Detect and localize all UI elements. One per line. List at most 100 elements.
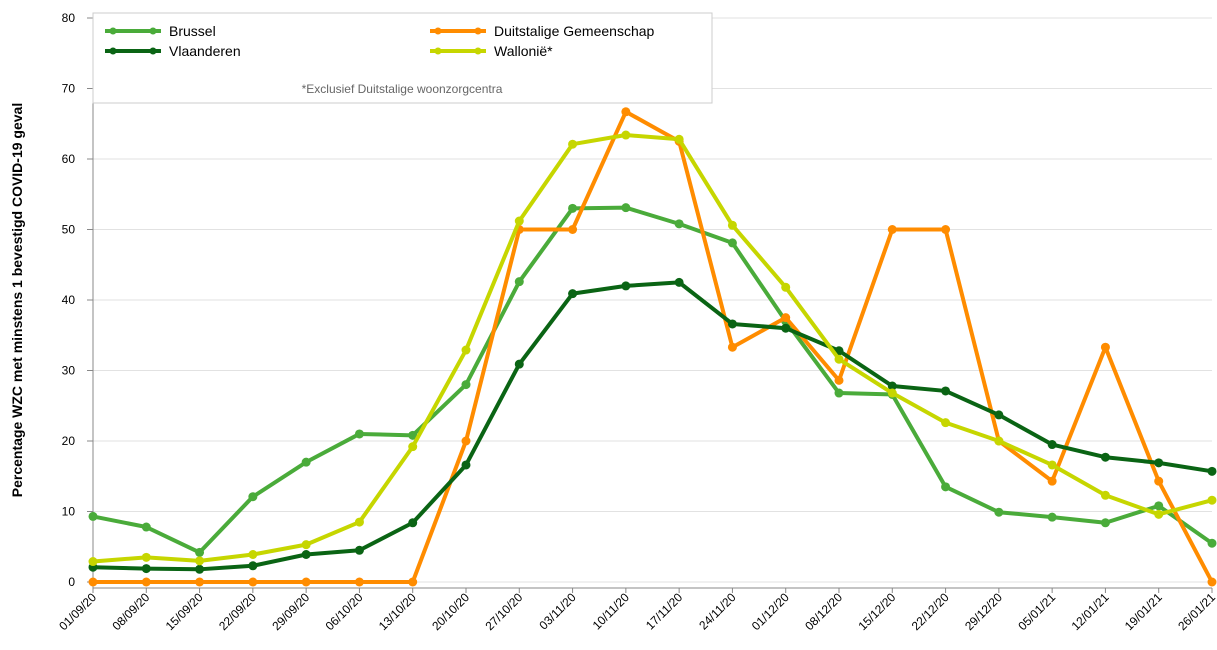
y-tick-label: 10 bbox=[62, 505, 76, 519]
data-point bbox=[141, 577, 151, 587]
data-point bbox=[727, 319, 737, 329]
data-point bbox=[195, 564, 205, 574]
data-point bbox=[301, 550, 311, 560]
legend-marker bbox=[109, 47, 117, 55]
data-point bbox=[941, 482, 951, 492]
data-point bbox=[141, 564, 151, 574]
data-point bbox=[195, 547, 205, 557]
data-point bbox=[1207, 577, 1217, 587]
y-tick-label: 70 bbox=[62, 82, 76, 96]
y-axis-label: Percentage WZC met minstens 1 bevestigd … bbox=[9, 103, 25, 497]
data-point bbox=[408, 577, 418, 587]
data-point bbox=[141, 522, 151, 532]
data-point bbox=[941, 386, 951, 396]
x-tick-label: 13/10/20 bbox=[376, 590, 419, 633]
y-tick-label: 30 bbox=[62, 364, 76, 378]
y-tick-label: 50 bbox=[62, 223, 76, 237]
data-point bbox=[408, 518, 418, 528]
legend-marker bbox=[474, 47, 482, 55]
data-point bbox=[674, 134, 684, 144]
data-point bbox=[1154, 501, 1164, 511]
legend-marker bbox=[109, 27, 117, 35]
data-point bbox=[941, 418, 951, 428]
y-tick-label: 0 bbox=[68, 575, 75, 589]
data-point bbox=[994, 410, 1004, 420]
data-point bbox=[621, 203, 631, 213]
x-tick-label: 15/12/20 bbox=[855, 590, 898, 633]
data-point bbox=[621, 130, 631, 140]
y-tick-label: 60 bbox=[62, 152, 76, 166]
data-point bbox=[1207, 466, 1217, 476]
legend-note: *Exclusief Duitstalige woonzorgcentra bbox=[302, 82, 503, 96]
data-point bbox=[354, 429, 364, 439]
legend-marker bbox=[474, 27, 482, 35]
data-point bbox=[408, 430, 418, 440]
data-point bbox=[248, 492, 258, 502]
legend-box bbox=[92, 12, 713, 104]
data-point bbox=[514, 277, 524, 287]
data-point bbox=[461, 380, 471, 390]
data-point bbox=[941, 225, 951, 234]
x-tick-label: 12/01/21 bbox=[1069, 590, 1112, 633]
x-tick-label: 22/09/20 bbox=[216, 590, 259, 633]
data-point bbox=[727, 342, 737, 352]
x-tick-label: 01/09/20 bbox=[56, 590, 99, 633]
series-line bbox=[92, 280, 1213, 572]
data-point bbox=[727, 220, 737, 230]
data-point bbox=[887, 225, 897, 234]
data-point bbox=[994, 507, 1004, 517]
data-point bbox=[195, 577, 205, 587]
data-point bbox=[514, 216, 524, 226]
data-point bbox=[834, 375, 844, 385]
data-point bbox=[1047, 512, 1057, 522]
x-tick-label: 20/10/20 bbox=[429, 590, 472, 633]
data-point bbox=[568, 225, 578, 234]
x-tick-label: 26/01/21 bbox=[1175, 590, 1217, 633]
data-point bbox=[1100, 490, 1110, 500]
data-point bbox=[568, 139, 578, 149]
data-point bbox=[887, 381, 897, 391]
data-point bbox=[248, 577, 258, 587]
data-point bbox=[248, 561, 258, 571]
y-tick-label: 80 bbox=[62, 11, 76, 25]
data-point bbox=[88, 577, 98, 587]
data-point bbox=[248, 550, 258, 560]
data-point bbox=[568, 203, 578, 213]
data-point bbox=[781, 282, 791, 292]
legend-marker bbox=[434, 27, 442, 35]
data-point bbox=[674, 277, 684, 287]
series-line bbox=[92, 205, 1214, 555]
x-tick-label: 29/09/20 bbox=[269, 590, 312, 633]
data-point bbox=[834, 388, 844, 398]
legend-label: Vlaanderen bbox=[169, 43, 241, 59]
data-point bbox=[994, 436, 1004, 446]
x-tick-label: 08/09/20 bbox=[109, 590, 152, 633]
data-point bbox=[195, 556, 205, 566]
data-point bbox=[461, 436, 471, 446]
data-point bbox=[408, 442, 418, 452]
legend-label: Wallonië* bbox=[494, 43, 553, 59]
data-point bbox=[301, 577, 311, 587]
data-point bbox=[674, 219, 684, 229]
y-tick-label: 20 bbox=[62, 434, 76, 448]
data-point bbox=[1100, 452, 1110, 462]
x-tick-label: 19/01/21 bbox=[1122, 590, 1165, 633]
x-tick-label: 05/01/21 bbox=[1015, 590, 1058, 633]
x-tick-label: 03/11/20 bbox=[536, 590, 579, 633]
x-tick-label: 15/09/20 bbox=[163, 590, 206, 633]
legend-label: Brussel bbox=[169, 23, 216, 39]
series-line bbox=[93, 109, 1214, 584]
x-tick-label: 10/11/20 bbox=[590, 590, 633, 633]
data-point bbox=[887, 388, 897, 398]
legend-marker bbox=[149, 47, 157, 55]
data-point bbox=[621, 107, 631, 117]
data-point bbox=[1047, 460, 1057, 470]
y-tick-label: 40 bbox=[62, 293, 76, 307]
data-point bbox=[1207, 495, 1217, 505]
x-tick-label: 24/11/20 bbox=[696, 590, 739, 633]
data-point bbox=[834, 354, 844, 364]
data-point bbox=[1154, 458, 1164, 468]
data-point bbox=[141, 552, 151, 562]
x-tick-label: 06/10/20 bbox=[323, 590, 366, 633]
legend-label: Duitstalige Gemeenschap bbox=[494, 23, 655, 39]
